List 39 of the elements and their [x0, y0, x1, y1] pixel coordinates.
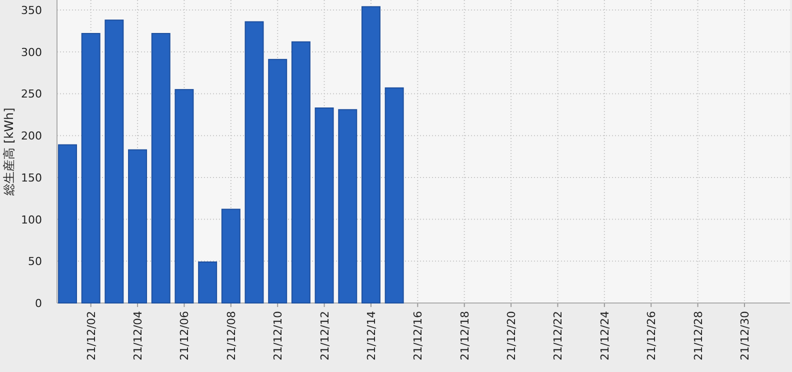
- x-tick-label: 21/12/04: [132, 311, 145, 360]
- bar: [151, 32, 170, 304]
- bar: [361, 6, 380, 304]
- y-tick-label: 350: [21, 4, 42, 18]
- bar: [338, 109, 358, 304]
- bar: [81, 32, 100, 304]
- bar: [128, 149, 148, 304]
- x-tick-label: 21/12/26: [645, 311, 658, 360]
- y-tick-label: 150: [21, 171, 42, 184]
- y-axis-title: 総生産高 [kWh]: [2, 108, 16, 196]
- x-tick-label: 21/12/02: [84, 311, 98, 360]
- x-tick-label: 21/12/08: [224, 311, 238, 360]
- y-tick-label: 100: [21, 213, 42, 226]
- x-tick-label: 21/12/16: [412, 311, 425, 360]
- y-tick-label: 300: [21, 46, 42, 59]
- bar: [58, 144, 77, 304]
- bar: [244, 21, 264, 304]
- bar: [198, 261, 218, 304]
- y-tick-label: 50: [28, 255, 42, 268]
- bar: [314, 107, 334, 304]
- bar: [291, 41, 310, 304]
- x-tick-label: 21/12/18: [458, 311, 472, 360]
- y-tick-label: 200: [21, 130, 42, 143]
- x-tick-label: 21/12/14: [364, 311, 378, 360]
- x-tick-label: 21/12/24: [598, 311, 612, 360]
- x-tick-label: 21/12/30: [738, 311, 752, 360]
- x-tick-label: 21/12/20: [505, 311, 518, 360]
- bar: [104, 20, 124, 304]
- bar: [268, 58, 288, 304]
- bar: [384, 87, 404, 304]
- x-tick-label: 21/12/06: [178, 311, 192, 360]
- y-tick-label: 250: [21, 88, 42, 101]
- x-tick-label: 21/12/28: [692, 311, 705, 360]
- x-tick-label: 21/12/10: [272, 311, 285, 360]
- x-tick-label: 21/12/12: [318, 311, 332, 360]
- bar: [174, 89, 194, 304]
- bar: [221, 208, 240, 304]
- x-tick-label: 21/12/22: [552, 311, 565, 360]
- y-tick-label: 0: [35, 297, 42, 310]
